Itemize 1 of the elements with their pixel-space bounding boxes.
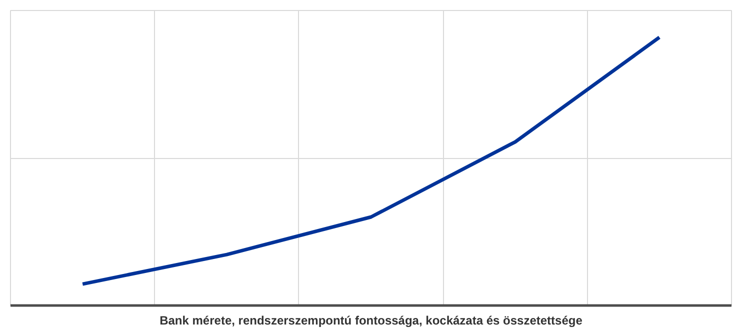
- x-axis-title: Bank mérete, rendszerszempontú fontossága, kockázata és összetettsége: [160, 314, 583, 328]
